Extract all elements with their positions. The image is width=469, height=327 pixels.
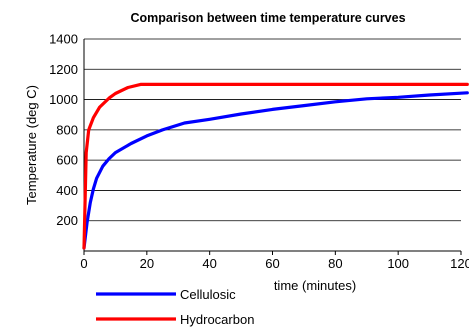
series-group: [82, 82, 469, 250]
legend-label-hydrocarbon: Hydrocarbon: [180, 312, 254, 327]
y-tick-label-600: 600: [56, 153, 78, 168]
x-tick-label-100: 100: [387, 256, 409, 271]
x-tick-label-40: 40: [202, 256, 216, 271]
series-line-cellulosic: [82, 91, 469, 250]
y-tick-label-1400: 1400: [49, 32, 78, 47]
x-tick-label-20: 20: [140, 256, 154, 271]
x-tick-label-60: 60: [265, 256, 279, 271]
x-tick-label-0: 0: [80, 256, 87, 271]
y-tick-label-1000: 1000: [49, 92, 78, 107]
series-line-hydrocarbon: [82, 82, 469, 250]
legend: Cellulosic Hydrocarbon: [96, 287, 254, 327]
axes: [83, 39, 462, 255]
y-axis-label: Temperature (deg C): [24, 85, 39, 205]
x-axis-label: time (minutes): [274, 278, 356, 293]
y-tick-label-800: 800: [56, 122, 78, 137]
y-tick-label-400: 400: [56, 183, 78, 198]
x-tick-label-80: 80: [328, 256, 342, 271]
tick-labels: 200 400 600 800 1000 1200 1400 0 20 40 60 80 100 120: [49, 32, 469, 272]
x-tick-label-120: 120: [450, 256, 469, 271]
chart-title: Comparison between time temperature curv…: [130, 11, 405, 25]
y-tick-label-1200: 1200: [49, 62, 78, 77]
y-tick-label-200: 200: [56, 213, 78, 228]
legend-label-cellulosic: Cellulosic: [180, 287, 236, 302]
gridlines: [84, 38, 461, 222]
